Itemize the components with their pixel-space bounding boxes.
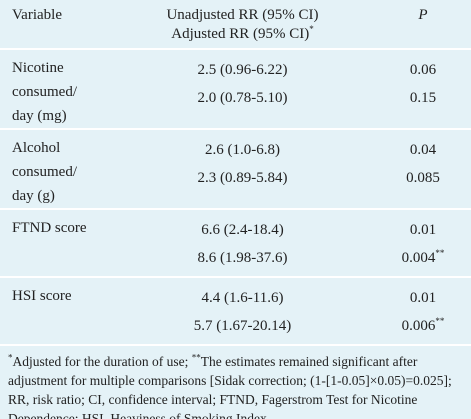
p-line: 0.006** bbox=[375, 312, 471, 340]
footnote: *Adjusted for the duration of use; **The… bbox=[0, 344, 471, 419]
rr-cell: 6.6 (2.4-18.4) 8.6 (1.98-37.6) bbox=[110, 209, 375, 277]
table: Variable Unadjusted RR (95% CI) Adjusted… bbox=[0, 0, 471, 344]
row: Nicotine consumed/ day (mg) 2.5 (0.96-6.2… bbox=[0, 49, 471, 129]
p-value: 0.15 bbox=[409, 90, 437, 106]
variable-label: FTND score bbox=[12, 220, 87, 236]
p-value: 0.01 bbox=[409, 222, 437, 238]
p-cell: 0.01 0.004** bbox=[375, 209, 471, 277]
rr-value: 8.6 (1.98-37.6) bbox=[197, 250, 288, 266]
variable-label: HSI score bbox=[12, 288, 72, 304]
p-line: 0.01 bbox=[375, 216, 471, 244]
p-line: 0.004** bbox=[375, 244, 471, 272]
rr-value: 2.3 (0.89-5.84) bbox=[197, 170, 288, 186]
footnote-sup: ** bbox=[191, 352, 201, 363]
footnote-sup: * bbox=[8, 352, 13, 363]
p-cell: 0.04 0.085 bbox=[375, 129, 471, 209]
rr-value: 5.7 (1.67-20.14) bbox=[193, 318, 292, 334]
p-sup: ** bbox=[435, 248, 445, 258]
p-value: 0.04 bbox=[409, 142, 437, 158]
variable-cell: FTND score bbox=[0, 209, 110, 277]
header-rr: Unadjusted RR (95% CI) Adjusted RR (95% … bbox=[110, 0, 375, 49]
variable-label: Nicotine consumed/ day (mg) bbox=[12, 60, 77, 124]
header-p: P bbox=[418, 7, 428, 23]
rr-cell: 4.4 (1.6-11.6) 5.7 (1.67-20.14) bbox=[110, 277, 375, 344]
header-row: Variable Unadjusted RR (95% CI) Adjusted… bbox=[0, 0, 471, 49]
row: FTND score 6.6 (2.4-18.4) 8.6 (1.98-37.6) 0… bbox=[0, 209, 471, 277]
rr-cell: 2.5 (0.96-6.22) 2.0 (0.78-5.10) bbox=[110, 49, 375, 129]
rr-value: 2.6 (1.0-6.8) bbox=[205, 142, 280, 158]
rr-value: 4.4 (1.6-11.6) bbox=[201, 290, 284, 306]
row: HSI score 4.4 (1.6-11.6) 5.7 (1.67-20.14) 0… bbox=[0, 277, 471, 344]
rr-cell: 2.6 (1.0-6.8) 2.3 (0.89-5.84) bbox=[110, 129, 375, 209]
header-variable: Variable bbox=[12, 7, 62, 23]
table-body: Nicotine consumed/ day (mg) 2.5 (0.96-6.2… bbox=[0, 49, 471, 344]
p-value: 0.004 bbox=[401, 250, 436, 266]
p-cell: 0.06 0.15 bbox=[375, 49, 471, 129]
rr-value: 6.6 (2.4-18.4) bbox=[201, 222, 284, 238]
variable-cell: Nicotine consumed/ day (mg) bbox=[0, 49, 110, 129]
p-cell: 0.01 0.006** bbox=[375, 277, 471, 344]
header-adjusted: Adjusted RR (95% CI) bbox=[171, 26, 310, 42]
p-sup: ** bbox=[435, 316, 445, 326]
p-line: 0.15 bbox=[375, 84, 471, 112]
p-line: 0.01 bbox=[375, 284, 471, 312]
header-adjusted-line: Adjusted RR (95% CI)* bbox=[110, 25, 375, 44]
p-value: 0.01 bbox=[409, 290, 437, 306]
p-value: 0.085 bbox=[406, 170, 440, 186]
p-value: 0.006 bbox=[401, 318, 436, 334]
header-sup: * bbox=[309, 24, 314, 34]
p-line: 0.04 bbox=[375, 136, 471, 164]
row: Alcohol consumed/ day (g) 2.6 (1.0-6.8) 2.… bbox=[0, 129, 471, 209]
variable-label: Alcohol consumed/ day (g) bbox=[12, 140, 77, 204]
footnote-text: The estimates remained significant after… bbox=[8, 354, 452, 419]
p-line: 0.06 bbox=[375, 56, 471, 84]
variable-cell: HSI score bbox=[0, 277, 110, 344]
rr-value: 2.0 (0.78-5.10) bbox=[197, 90, 288, 106]
rr-value: 2.5 (0.96-6.22) bbox=[197, 62, 288, 78]
p-value: 0.06 bbox=[409, 62, 437, 78]
p-line: 0.085 bbox=[375, 164, 471, 192]
footnote-text: Adjusted for the duration of use; bbox=[12, 354, 192, 369]
header-unadjusted: Unadjusted RR (95% CI) bbox=[166, 7, 319, 23]
variable-cell: Alcohol consumed/ day (g) bbox=[0, 129, 110, 209]
